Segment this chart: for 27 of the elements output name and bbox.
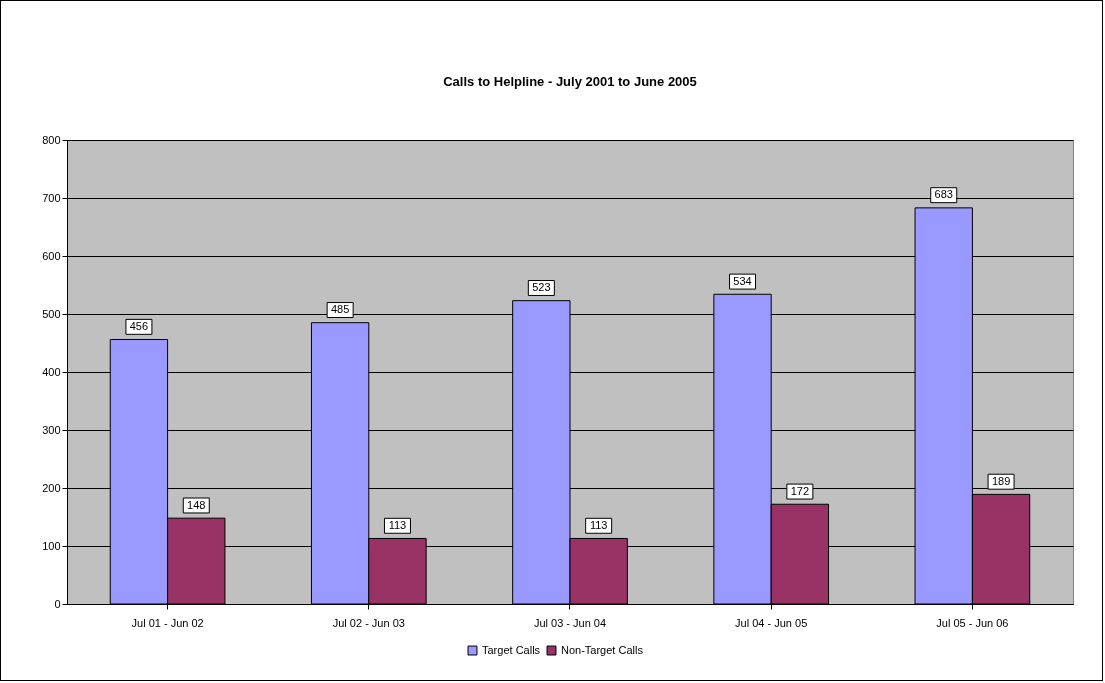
x-tick-label: Jul 02 - Jun 03: [332, 616, 405, 629]
data-label: 534: [733, 274, 752, 287]
x-tick-label: Jul 03 - Jun 04: [533, 616, 607, 629]
legend-label: Non-Target Calls: [561, 643, 644, 656]
data-label: 148: [187, 498, 206, 511]
x-tick-label: Jul 01 - Jun 02: [131, 616, 204, 629]
data-label: 113: [589, 518, 608, 531]
data-label: 485: [330, 303, 350, 316]
data-label: 456: [129, 320, 149, 333]
x-tick-label: Jul 04 - Jun 05: [735, 616, 808, 629]
y-tick-label: 100: [42, 539, 61, 552]
y-tick-label: 800: [42, 133, 61, 146]
legend-label: Target Calls: [482, 643, 541, 656]
y-tick-label: 500: [42, 307, 61, 320]
chart-title: Calls to Helpline - July 2001 to June 2005: [443, 74, 697, 89]
y-tick-label: 300: [42, 423, 61, 436]
y-tick-label: 200: [42, 481, 61, 494]
y-tick-label: 400: [42, 365, 61, 378]
x-tick-label: Jul 05 - Jun 06: [936, 616, 1009, 629]
y-tick-label: 0: [54, 597, 61, 610]
y-tick-label: 700: [42, 191, 61, 204]
data-label: 113: [388, 518, 407, 531]
data-label: 172: [790, 484, 810, 497]
data-label: 523: [532, 281, 551, 294]
data-label: 683: [934, 188, 953, 201]
y-tick-label: 600: [42, 249, 61, 262]
data-label: 189: [991, 474, 1011, 487]
